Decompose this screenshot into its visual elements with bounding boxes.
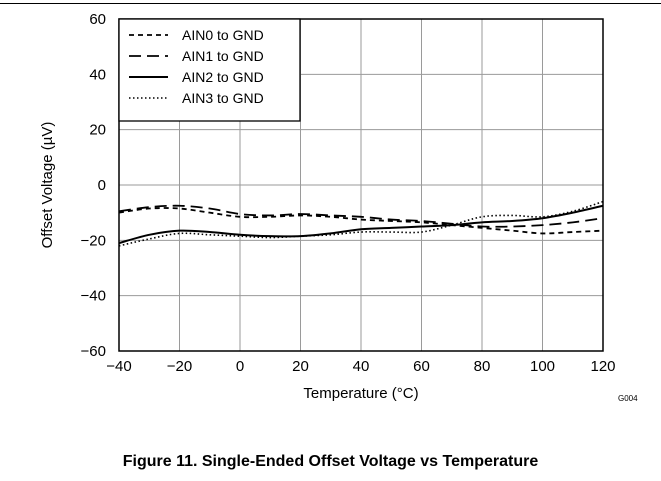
x-tick-label: 120 [590,358,615,375]
y-tick-label: 60 [89,11,106,28]
y-axis-title: Offset Voltage (µV) [39,122,56,249]
x-tick-label: 80 [474,358,491,375]
plot-border [118,18,604,352]
series-line-1 [118,204,604,228]
legend-label-3: AIN3 to GND [182,90,264,106]
x-tick-label: 20 [292,358,309,375]
y-tick-label: 40 [89,66,106,83]
y-tick-label: 20 [89,122,106,139]
legend-label-1: AIN1 to GND [182,48,264,64]
x-tick-label: 100 [530,358,555,375]
x-tick-label: 40 [353,358,370,375]
x-axis-title: Temperature (°C) [303,385,418,402]
y-tick-label: −60 [81,343,106,360]
series-line-0 [118,207,604,235]
x-tick-label: −40 [106,358,131,375]
grid-lines [119,19,603,351]
y-tick-label: 0 [98,177,106,194]
y-tick-label: −20 [81,232,106,249]
figure-code: G004 [618,394,638,403]
legend-label-0: AIN0 to GND [182,27,264,43]
x-tick-label: 60 [413,358,430,375]
figure-caption: Figure 11. Single-Ended Offset Voltage v… [122,453,539,470]
legend-label-2: AIN2 to GND [182,69,264,85]
top-rule [0,3,661,4]
plot-frame [118,18,604,352]
y-tick-label: −40 [81,288,106,305]
legend-box [118,18,301,122]
series-lines [118,200,604,247]
series-line-2 [118,204,604,245]
legend: AIN0 to GND AIN1 to GND AIN2 to GND AIN3 to… [118,18,301,122]
x-tick-label: −20 [167,358,192,375]
x-tick-label: 0 [236,358,244,375]
